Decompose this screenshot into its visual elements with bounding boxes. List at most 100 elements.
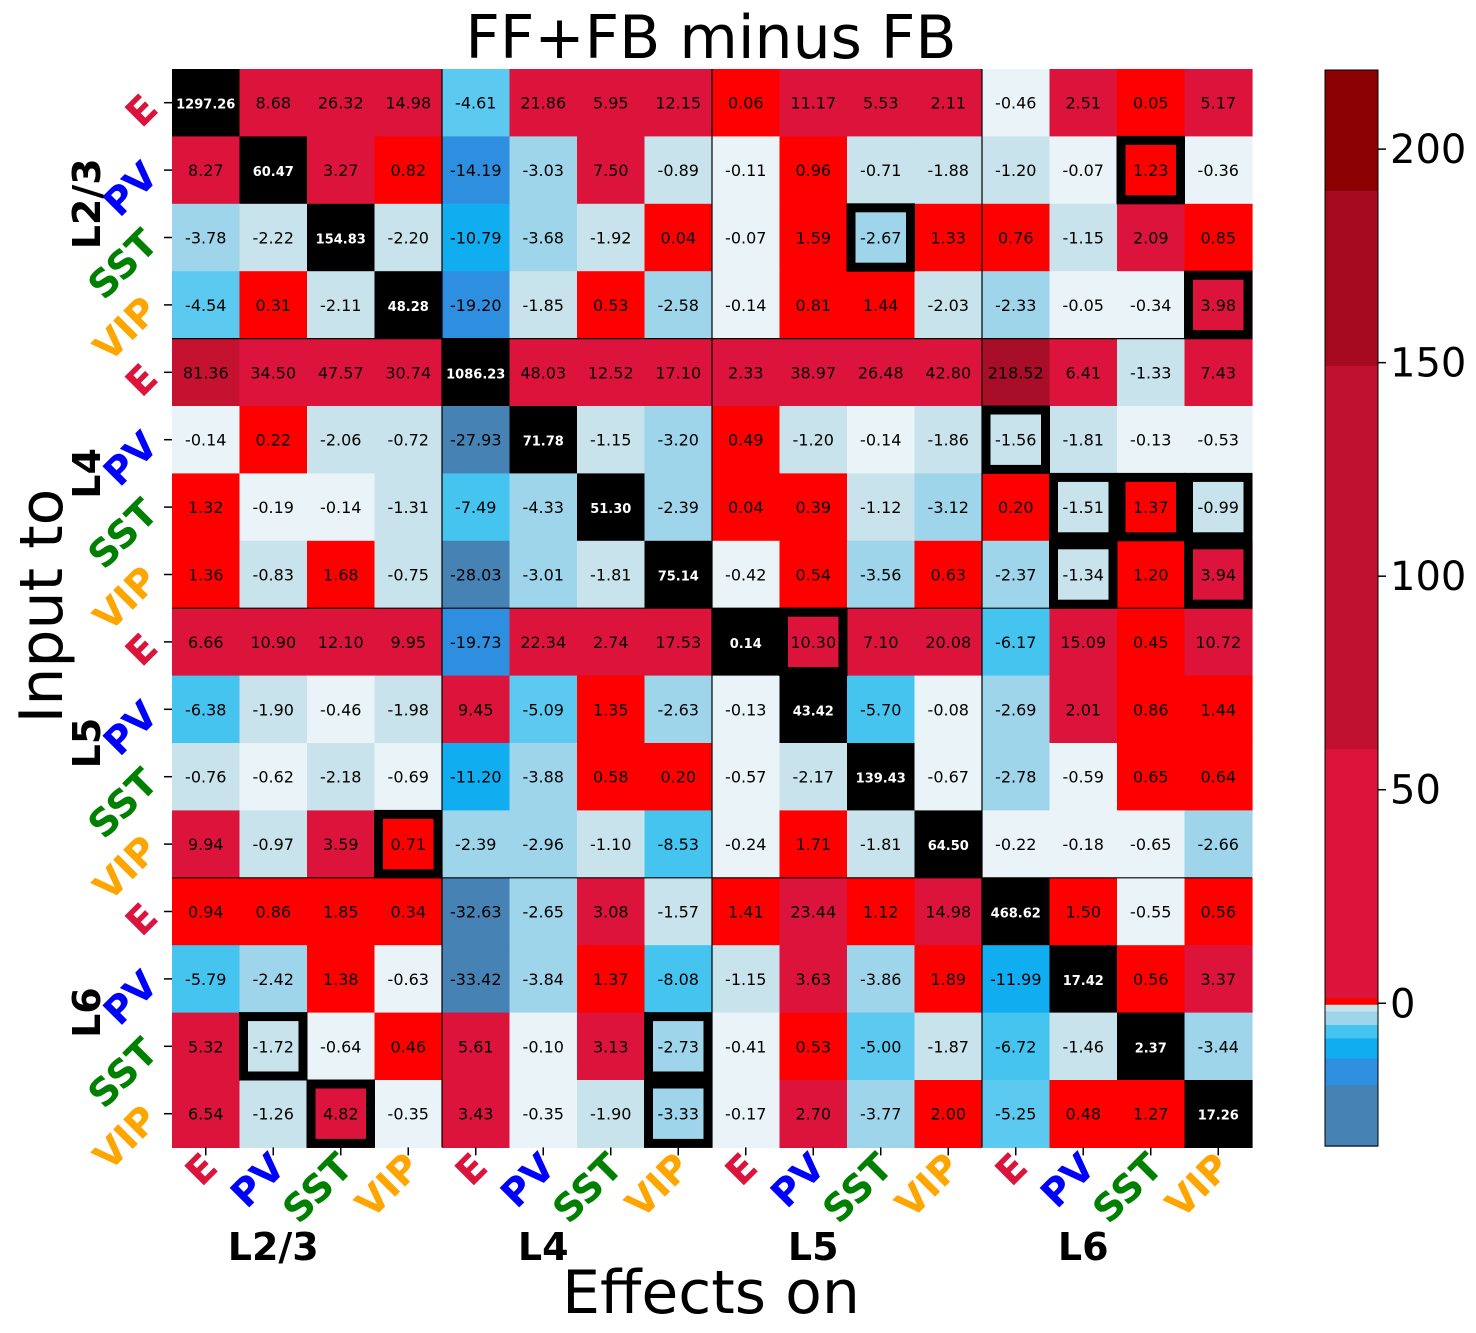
heatmap-cell xyxy=(779,877,848,946)
highlight-box xyxy=(644,1012,713,1081)
x-axis-label: Effects on xyxy=(562,1258,860,1328)
heatmap-cell xyxy=(644,473,713,542)
heatmap-cell xyxy=(307,810,376,879)
heatmap-cell xyxy=(509,1080,578,1148)
colorbar-segment xyxy=(1325,70,1378,78)
colorbar-segment xyxy=(1325,386,1378,394)
cell-value-label: -33.42 xyxy=(450,970,502,989)
heatmap-cell xyxy=(779,271,848,340)
heatmap-cell xyxy=(307,877,376,946)
colorbar-segment xyxy=(1325,937,1378,946)
colorbar-segment xyxy=(1325,614,1378,623)
cell-value-label: 1.23 xyxy=(1133,161,1169,180)
cell-value-label: 2.09 xyxy=(1133,229,1169,248)
cell-value-label: -4.33 xyxy=(523,498,564,517)
heatmap-cell xyxy=(1117,1080,1186,1148)
heatmap-cell xyxy=(1184,1012,1253,1081)
heatmap-cell xyxy=(712,338,781,407)
cell-value-label: -0.46 xyxy=(320,700,361,719)
heatmap-cell xyxy=(1184,540,1253,609)
heatmap-cell xyxy=(374,540,443,609)
heatmap-cell xyxy=(1117,945,1186,1014)
cell-value-label: -3.86 xyxy=(860,970,901,989)
colorbar-segment xyxy=(1325,540,1378,549)
cell-value-label: -19.73 xyxy=(450,633,502,652)
heatmap-cell xyxy=(914,810,983,879)
colorbar-segment xyxy=(1325,123,1378,132)
heatmap-cell xyxy=(847,1080,916,1148)
colorbar-segment xyxy=(1325,587,1378,596)
heatmap-cell xyxy=(1049,1012,1118,1081)
heatmap-cell xyxy=(1184,406,1253,474)
heatmap-cell xyxy=(239,877,308,946)
colorbar-segment xyxy=(1325,581,1378,589)
colorbar-segment xyxy=(1325,244,1378,253)
highlight-box xyxy=(779,607,848,677)
y-tick-label: E xyxy=(117,895,166,944)
heatmap-cell xyxy=(509,136,578,205)
colorbar-segment xyxy=(1325,695,1378,703)
heatmap-cell xyxy=(172,1012,241,1081)
cell-value-label: 0.06 xyxy=(728,94,764,113)
cell-value-label: -1.15 xyxy=(1063,229,1104,248)
heatmap-cell xyxy=(644,406,713,474)
cell-value-label: -4.61 xyxy=(455,94,496,113)
cell-value-label: -0.10 xyxy=(523,1037,564,1056)
heatmap-cell xyxy=(374,338,443,407)
heatmap-cell xyxy=(847,540,916,609)
cell-value-label: 12.15 xyxy=(655,94,701,113)
colorbar-segment xyxy=(1325,1125,1378,1134)
heatmap-cell xyxy=(509,271,578,340)
cell-value-label: 7.50 xyxy=(593,161,629,180)
heatmap-cell xyxy=(307,338,376,407)
colorbar-segment xyxy=(1325,903,1378,912)
colorbar-segment xyxy=(1325,90,1378,98)
heatmap-cell xyxy=(1184,473,1253,542)
x-tick-label: VIP xyxy=(887,1145,969,1227)
y-layer-label: L5 xyxy=(65,718,109,769)
colorbar-segment xyxy=(1325,217,1378,226)
highlight-box xyxy=(1184,540,1253,609)
cell-value-label: 1.68 xyxy=(323,566,359,585)
heatmap-cell xyxy=(644,271,713,340)
y-tick-label: E xyxy=(117,625,166,674)
cell-value-label: 0.14 xyxy=(730,637,762,652)
colorbar-segment xyxy=(1325,224,1378,233)
colorbar-segment xyxy=(1325,729,1378,737)
cell-value-label: 10.90 xyxy=(250,633,296,652)
cell-value-label: 2.70 xyxy=(795,1105,831,1124)
colorbar-segment xyxy=(1325,634,1378,643)
cell-value-label: 3.59 xyxy=(323,835,359,854)
colorbar-tick-label: 200 xyxy=(1390,127,1466,173)
heatmap-cell xyxy=(172,877,241,946)
heatmap-cell xyxy=(1049,338,1118,407)
heatmap-cell xyxy=(509,69,578,137)
cell-value-label: 26.48 xyxy=(858,363,904,382)
colorbar-segment xyxy=(1325,278,1378,286)
heatmap-cell xyxy=(914,338,983,407)
y-layer-label: L6 xyxy=(65,987,109,1038)
colorbar-segment xyxy=(1325,76,1378,85)
cell-value-label: -1.85 xyxy=(523,296,564,315)
colorbar-segment xyxy=(1325,433,1378,441)
colorbar-segment xyxy=(1325,1092,1378,1100)
cell-value-label: 3.27 xyxy=(323,161,359,180)
cell-value-label: -2.63 xyxy=(658,700,699,719)
cell-value-label: -2.03 xyxy=(928,296,969,315)
colorbar-segment xyxy=(1325,722,1378,730)
cell-value-label: -2.37 xyxy=(995,566,1036,585)
cell-value-label: -2.11 xyxy=(320,296,361,315)
cell-value-label: -2.96 xyxy=(523,835,564,854)
cell-value-label: -14.19 xyxy=(450,161,502,180)
colorbar-segment xyxy=(1325,527,1378,535)
cell-value-label: -5.79 xyxy=(185,970,226,989)
cell-value-label: -0.65 xyxy=(1130,835,1171,854)
colorbar-segment xyxy=(1325,661,1378,670)
heatmap-cell xyxy=(374,1080,443,1148)
colorbar-segment xyxy=(1325,439,1378,448)
heatmap-cell xyxy=(914,877,983,946)
cell-value-label: 1.33 xyxy=(930,229,966,248)
colorbar-segment xyxy=(1325,789,1378,798)
colorbar-segment xyxy=(1325,836,1378,845)
cell-value-label: -0.14 xyxy=(725,296,766,315)
